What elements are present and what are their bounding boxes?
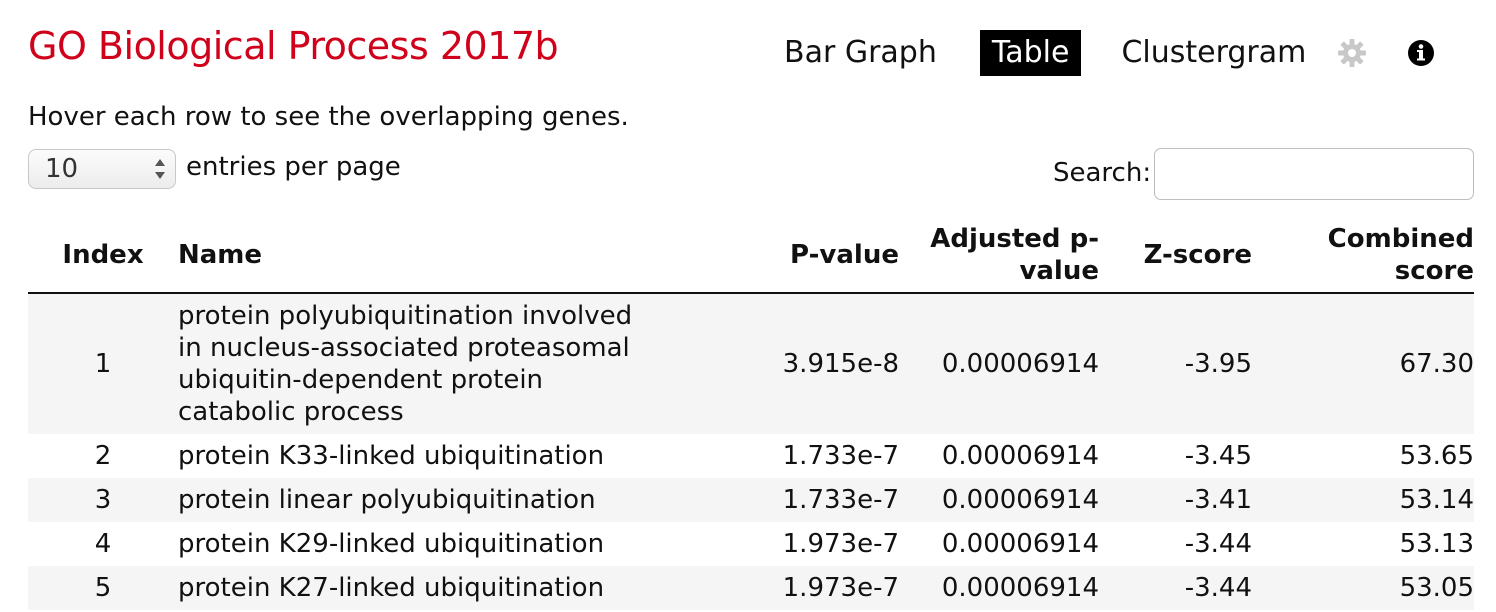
column-header-zscore[interactable]: Z-score [1099,218,1252,294]
cell-name: protein K27-linked ubiquitination [178,573,605,603]
cell-combined-score: 53.13 [1399,529,1474,559]
cell-combined-score: 53.14 [1399,485,1474,515]
cell-name: protein K33-linked ubiquitination [178,441,605,471]
cell-name: protein linear polyubiquitination [178,485,596,515]
cell-index: 1 [94,349,112,379]
cell-name: protein polyubiquitination involved in n… [178,293,678,434]
cell-combined-score: 53.05 [1399,573,1474,603]
header-line: Combined [1327,224,1474,254]
cell-zscore: -3.41 [1184,485,1252,515]
search-label: Search: [1053,158,1152,188]
info-icon[interactable] [1406,38,1436,68]
cell-zscore: -3.95 [1184,349,1252,379]
column-header-adjusted-pvalue[interactable]: Adjusted p- value [899,218,1099,294]
cell-index: 4 [94,529,112,559]
cell-name: protein K29-linked ubiquitination [178,529,605,559]
select-arrows-icon [155,159,165,179]
cell-adjusted-pvalue: 0.00006914 [941,349,1099,379]
view-switcher: Bar Graph Table Clustergram [772,30,1318,76]
cell-zscore: -3.44 [1184,573,1252,603]
table-header-row: Index Name P-value Adjusted p- value Z-s… [28,218,1474,294]
name-line: protein polyubiquitination involved [178,301,633,331]
results-table: Index Name P-value Adjusted p- value Z-s… [28,218,1474,610]
name-line: ubiquitin-dependent protein [178,365,544,395]
header-line: Adjusted p- [930,224,1099,254]
name-line: in nucleus-associated proteasomal [178,333,630,363]
tab-table[interactable]: Table [979,30,1082,76]
table-row[interactable]: 1 protein polyubiquitination involved in… [28,293,1474,434]
cell-adjusted-pvalue: 0.00006914 [941,573,1099,603]
header-line: value [1019,256,1099,286]
table-row[interactable]: 5 protein K27-linked ubiquitination 1.97… [28,566,1474,610]
cell-index: 5 [94,573,112,603]
entries-per-page-value: 10 [45,154,79,184]
hover-hint: Hover each row to see the overlapping ge… [28,102,629,132]
gear-icon[interactable] [1337,38,1367,68]
cell-pvalue: 3.915e-8 [782,349,899,379]
cell-pvalue: 1.973e-7 [782,529,899,559]
search-input[interactable] [1154,148,1474,200]
cell-pvalue: 1.733e-7 [782,441,899,471]
column-header-name[interactable]: Name [178,218,678,294]
cell-pvalue: 1.733e-7 [782,485,899,515]
tab-clustergram[interactable]: Clustergram [1121,35,1307,70]
cell-pvalue: 1.973e-7 [782,573,899,603]
cell-adjusted-pvalue: 0.00006914 [941,485,1099,515]
column-header-pvalue[interactable]: P-value [678,218,899,294]
page-title: GO Biological Process 2017b [28,24,559,68]
cell-zscore: -3.45 [1184,441,1252,471]
cell-index: 2 [94,441,112,471]
table-row[interactable]: 2 protein K33-linked ubiquitination 1.73… [28,434,1474,478]
entries-per-page-label: entries per page [186,152,401,182]
cell-combined-score: 67.30 [1399,349,1474,379]
column-header-combined-score[interactable]: Combined score [1252,218,1474,294]
cell-zscore: -3.44 [1184,529,1252,559]
cell-adjusted-pvalue: 0.00006914 [941,529,1099,559]
table-row[interactable]: 3 protein linear polyubiquitination 1.73… [28,478,1474,522]
table-row[interactable]: 4 protein K29-linked ubiquitination 1.97… [28,522,1474,566]
cell-combined-score: 53.65 [1399,441,1474,471]
header-line: score [1394,256,1474,286]
cell-index: 3 [94,485,112,515]
cell-adjusted-pvalue: 0.00006914 [941,441,1099,471]
entries-per-page-select[interactable]: 10 [28,149,176,189]
tab-bar-graph[interactable]: Bar Graph [784,35,937,70]
name-line: catabolic process [178,397,404,427]
column-header-index[interactable]: Index [28,218,178,294]
